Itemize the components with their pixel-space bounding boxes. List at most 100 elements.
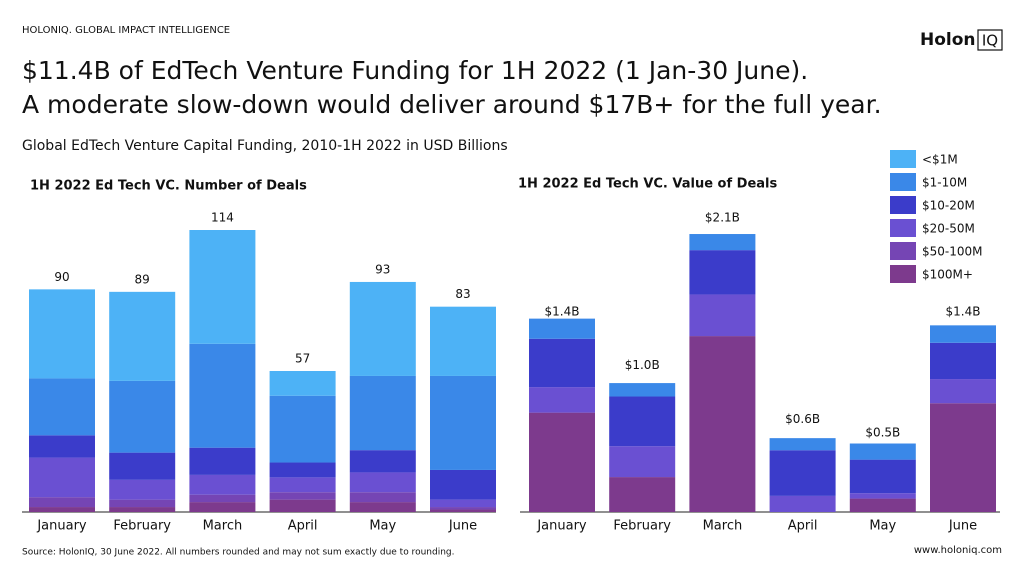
bar-segment: [529, 338, 595, 388]
bar-segment: [689, 234, 756, 251]
bar-segment: [269, 371, 336, 396]
bar-segment: [29, 378, 95, 436]
legend-label: $20-50M: [922, 222, 975, 236]
total-label: 83: [455, 287, 470, 301]
bar-segment: [29, 507, 95, 512]
bar-segment: [930, 342, 996, 380]
total-label: 57: [295, 352, 310, 366]
bar-segment: [609, 446, 676, 478]
x-tick-label: May: [869, 519, 896, 534]
bar-segment: [430, 469, 496, 500]
source: Source: HolonIQ, 30 June 2022. All numbe…: [22, 548, 454, 558]
bar-segment: [689, 250, 756, 295]
bar-segment: [609, 383, 676, 397]
total-label: $1.4B: [946, 305, 981, 319]
bar-segment: [849, 459, 916, 494]
x-tick-label: January: [536, 519, 587, 534]
bar-segment: [430, 375, 496, 470]
subtitle: Global EdTech Venture Capital Funding, 2…: [22, 138, 508, 154]
legend-swatch: [890, 242, 916, 260]
bar-segment: [109, 291, 176, 381]
bar-segment: [849, 443, 916, 460]
bar-segment: [349, 472, 416, 493]
x-tick-label: June: [948, 519, 977, 534]
logo-box: [977, 29, 1003, 51]
bar-segment: [849, 493, 916, 499]
bar-segment: [769, 438, 836, 451]
legend-swatch: [890, 219, 916, 237]
bar-segment: [29, 435, 95, 458]
bar-segment: [769, 450, 836, 496]
title-line: $11.4B of EdTech Venture Funding for 1H …: [22, 56, 808, 85]
website: www.holoniq.com: [914, 545, 1002, 556]
legend-label: $100M+: [922, 268, 973, 282]
legend-swatch: [890, 173, 916, 191]
bar-segment: [430, 499, 496, 508]
x-tick-label: March: [703, 519, 743, 534]
bar-segment: [609, 396, 676, 447]
x-tick-label: May: [369, 519, 396, 534]
total-label: $0.5B: [865, 425, 900, 439]
chart-title: 1H 2022 Ed Tech VC. Value of Deals: [518, 177, 778, 192]
bar-segment: [349, 281, 416, 376]
bar-segment: [29, 289, 95, 379]
total-label: 90: [54, 270, 69, 284]
bar-segment: [269, 395, 336, 463]
bar-segment: [849, 498, 916, 512]
header: HOLONIQ. GLOBAL IMPACT INTELLIGENCE: [22, 25, 230, 36]
bar-segment: [689, 294, 756, 337]
total-label: $1.0B: [625, 358, 660, 372]
bar-segment: [109, 452, 176, 480]
logo-box-text: IQ: [982, 32, 998, 50]
bar-segment: [269, 492, 336, 500]
bar-segment: [930, 325, 996, 343]
legend-label: <$1M: [922, 153, 958, 167]
bar-segment: [529, 387, 595, 413]
bar-segment: [930, 379, 996, 404]
legend-swatch: [890, 150, 916, 168]
x-tick-label: April: [788, 519, 818, 534]
bar-segment: [269, 499, 336, 512]
legend-label: $1-10M: [922, 176, 967, 190]
legend-swatch: [890, 265, 916, 283]
title-line: A moderate slow-down would deliver aroun…: [22, 90, 882, 119]
bar-segment: [609, 477, 676, 512]
bar-segment: [189, 447, 256, 475]
bar-segment: [109, 479, 176, 500]
bar-segment: [930, 403, 996, 512]
chart-title: 1H 2022 Ed Tech VC. Number of Deals: [30, 179, 307, 194]
legend-label: $50-100M: [922, 245, 983, 259]
bar-segment: [430, 306, 496, 376]
total-label: 93: [375, 262, 390, 276]
bar-segment: [109, 507, 176, 512]
bar-segment: [689, 336, 756, 512]
x-tick-label: January: [36, 519, 87, 534]
legend-swatch: [890, 196, 916, 214]
total-label: 89: [135, 272, 150, 286]
bar-segment: [529, 318, 595, 339]
logo-main: Holon: [920, 30, 976, 50]
bar-segment: [29, 457, 95, 498]
bar-segment: [269, 477, 336, 493]
total-label: 114: [211, 211, 234, 225]
legend-label: $10-20M: [922, 199, 975, 213]
bar-segment: [189, 230, 256, 344]
total-label: $0.6B: [785, 412, 820, 426]
bar-segment: [430, 507, 496, 510]
bar-segment: [29, 497, 95, 508]
total-label: $1.4B: [545, 305, 580, 319]
bar-segment: [769, 495, 836, 512]
bar-segment: [109, 380, 176, 453]
total-label: $2.1B: [705, 211, 740, 225]
bar-segment: [430, 509, 496, 512]
x-tick-label: February: [613, 519, 671, 534]
bar-segment: [349, 492, 416, 503]
bar-segment: [189, 502, 256, 512]
bar-segment: [269, 462, 336, 478]
bar-segment: [189, 343, 256, 448]
bar-segment: [189, 494, 256, 503]
x-tick-label: February: [113, 519, 171, 534]
x-tick-label: June: [448, 519, 477, 534]
bar-segment: [349, 502, 416, 512]
